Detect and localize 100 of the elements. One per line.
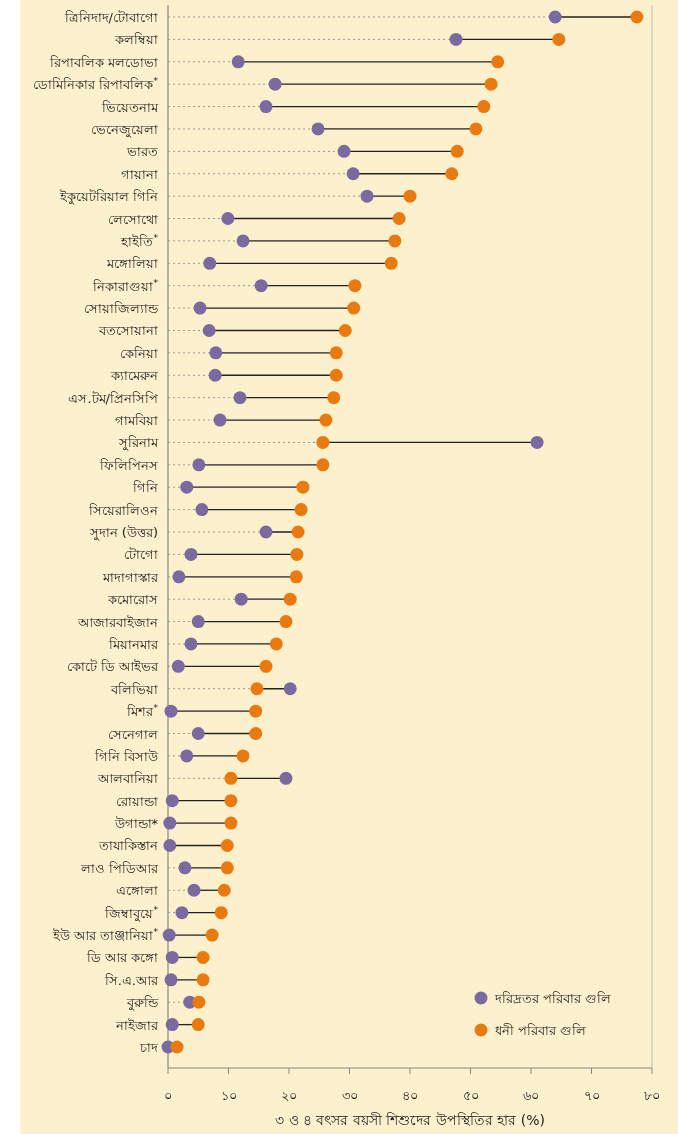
y-tick-label: ভেনেজুয়েলা <box>91 121 158 138</box>
point <box>279 615 293 629</box>
point <box>449 32 463 46</box>
point <box>630 10 644 24</box>
x-tick-label: ৫০ <box>462 1088 479 1103</box>
point <box>184 547 198 561</box>
y-tick-label: বুরুন্ডি <box>126 995 159 1012</box>
point <box>163 816 177 830</box>
point <box>283 682 297 696</box>
point <box>236 234 250 248</box>
point <box>214 906 228 920</box>
point <box>205 928 219 942</box>
y-tick-label: ভারত <box>126 144 158 160</box>
y-tick-label: গায়ানা <box>121 166 158 182</box>
x-tick-label: ১০ <box>220 1088 237 1103</box>
point <box>311 122 325 136</box>
point <box>195 503 209 517</box>
legend-label: দরিদ্রতর পরিবার গুলি <box>494 991 612 1006</box>
y-tick-label: কেনিয়া <box>120 345 158 361</box>
point <box>191 1018 205 1032</box>
x-tick-label: ৬০ <box>523 1088 539 1103</box>
point <box>268 77 282 91</box>
point <box>224 794 238 808</box>
point <box>164 704 178 718</box>
point <box>162 928 176 942</box>
point <box>217 883 231 897</box>
point <box>193 301 207 315</box>
y-tick-label: এঙ্গোলা <box>116 883 158 899</box>
point <box>259 100 273 114</box>
point <box>477 100 491 114</box>
point <box>360 189 374 203</box>
y-tick-label: আলবানিয়া <box>97 771 158 787</box>
x-tick-label: ৩০ <box>341 1088 358 1103</box>
point <box>338 323 352 337</box>
y-tick-label: লেসোথো <box>108 211 158 227</box>
y-tick-label: ভিয়েতনাম <box>101 99 159 115</box>
x-tick-label: ৭০ <box>583 1088 600 1103</box>
y-tick-label: বতসোয়ানা <box>98 323 158 339</box>
point <box>221 212 235 226</box>
point <box>191 727 205 741</box>
y-tick-label: আজারবাইজান <box>77 614 158 630</box>
point <box>196 950 210 964</box>
point <box>445 167 459 181</box>
y-tick-label: উগান্ডা* <box>113 816 159 832</box>
y-tick-label: এস.টম/প্রিনসিপি <box>68 390 158 406</box>
y-tick-label: রোয়ান্ডা <box>116 793 158 809</box>
y-tick-label: মিয়ানমার <box>108 636 159 652</box>
legend-label: ধনী পরিবার গুলি <box>495 1023 587 1038</box>
point <box>180 480 194 494</box>
y-tick-label: কোটে ডি আইভর <box>66 659 159 675</box>
y-tick-label: সিয়েরালিওন <box>88 502 158 518</box>
y-tick-label: লাও পিডিআর <box>79 860 159 876</box>
y-tick-label: ডি আর কঙ্গো <box>85 950 158 966</box>
point <box>337 144 351 158</box>
point <box>233 391 247 405</box>
point <box>196 973 210 987</box>
point <box>175 906 189 920</box>
point <box>209 346 223 360</box>
point <box>171 659 185 673</box>
y-tick-label: বলিভিয়া <box>110 681 158 697</box>
x-tick-label: ৮০ <box>644 1088 660 1103</box>
x-axis-title: ৩ ও ৪ বৎসর বয়সী শিশুদের উপস্থিতির হার (%) <box>275 1112 545 1128</box>
point <box>165 1018 179 1032</box>
point <box>184 637 198 651</box>
point <box>316 458 330 472</box>
point <box>254 279 268 293</box>
y-tick-label: ইকুয়েটরিয়াল গিনি <box>58 189 158 206</box>
point <box>231 55 245 69</box>
point <box>259 525 273 539</box>
y-tick-label: ইউ আর তাঞ্জানিয়া$^{*}$ <box>52 927 159 944</box>
y-tick-label: ত্রিনিদাদ/টোবাগো <box>63 10 158 25</box>
y-tick-label: ফিলিপিনস <box>99 457 158 473</box>
point <box>384 256 398 270</box>
y-tick-label: সুদান (উত্তর) <box>88 525 158 541</box>
point <box>283 592 297 606</box>
y-tick-label: ডোমিনিকার রিপাবলিক$^{*}$ <box>33 76 159 93</box>
y-tick-label: তাযাকিস্তান <box>98 838 158 854</box>
point <box>329 346 343 360</box>
point <box>192 458 206 472</box>
point <box>279 771 293 785</box>
point <box>327 391 341 405</box>
y-tick-label: মিশর$^{*}$ <box>126 703 159 720</box>
y-tick-label: কলম্বিয়া <box>114 32 158 48</box>
point <box>236 749 250 763</box>
point <box>290 547 304 561</box>
point <box>329 368 343 382</box>
y-tick-label: মাদাগাস্কার <box>102 569 159 585</box>
y-tick-label: চাদ <box>139 1040 158 1055</box>
point <box>552 32 566 46</box>
point <box>164 973 178 987</box>
point <box>491 55 505 69</box>
y-tick-label: গিনি <box>132 480 158 496</box>
y-tick-label: হাইতি$^{*}$ <box>120 232 159 249</box>
y-tick-label: সেনেগাল <box>108 726 158 742</box>
y-tick-label: কমোরোস <box>107 592 158 608</box>
point <box>347 301 361 315</box>
y-tick-label: সুরিনাম <box>118 435 159 452</box>
point <box>187 883 201 897</box>
point <box>208 368 222 382</box>
point <box>450 144 464 158</box>
